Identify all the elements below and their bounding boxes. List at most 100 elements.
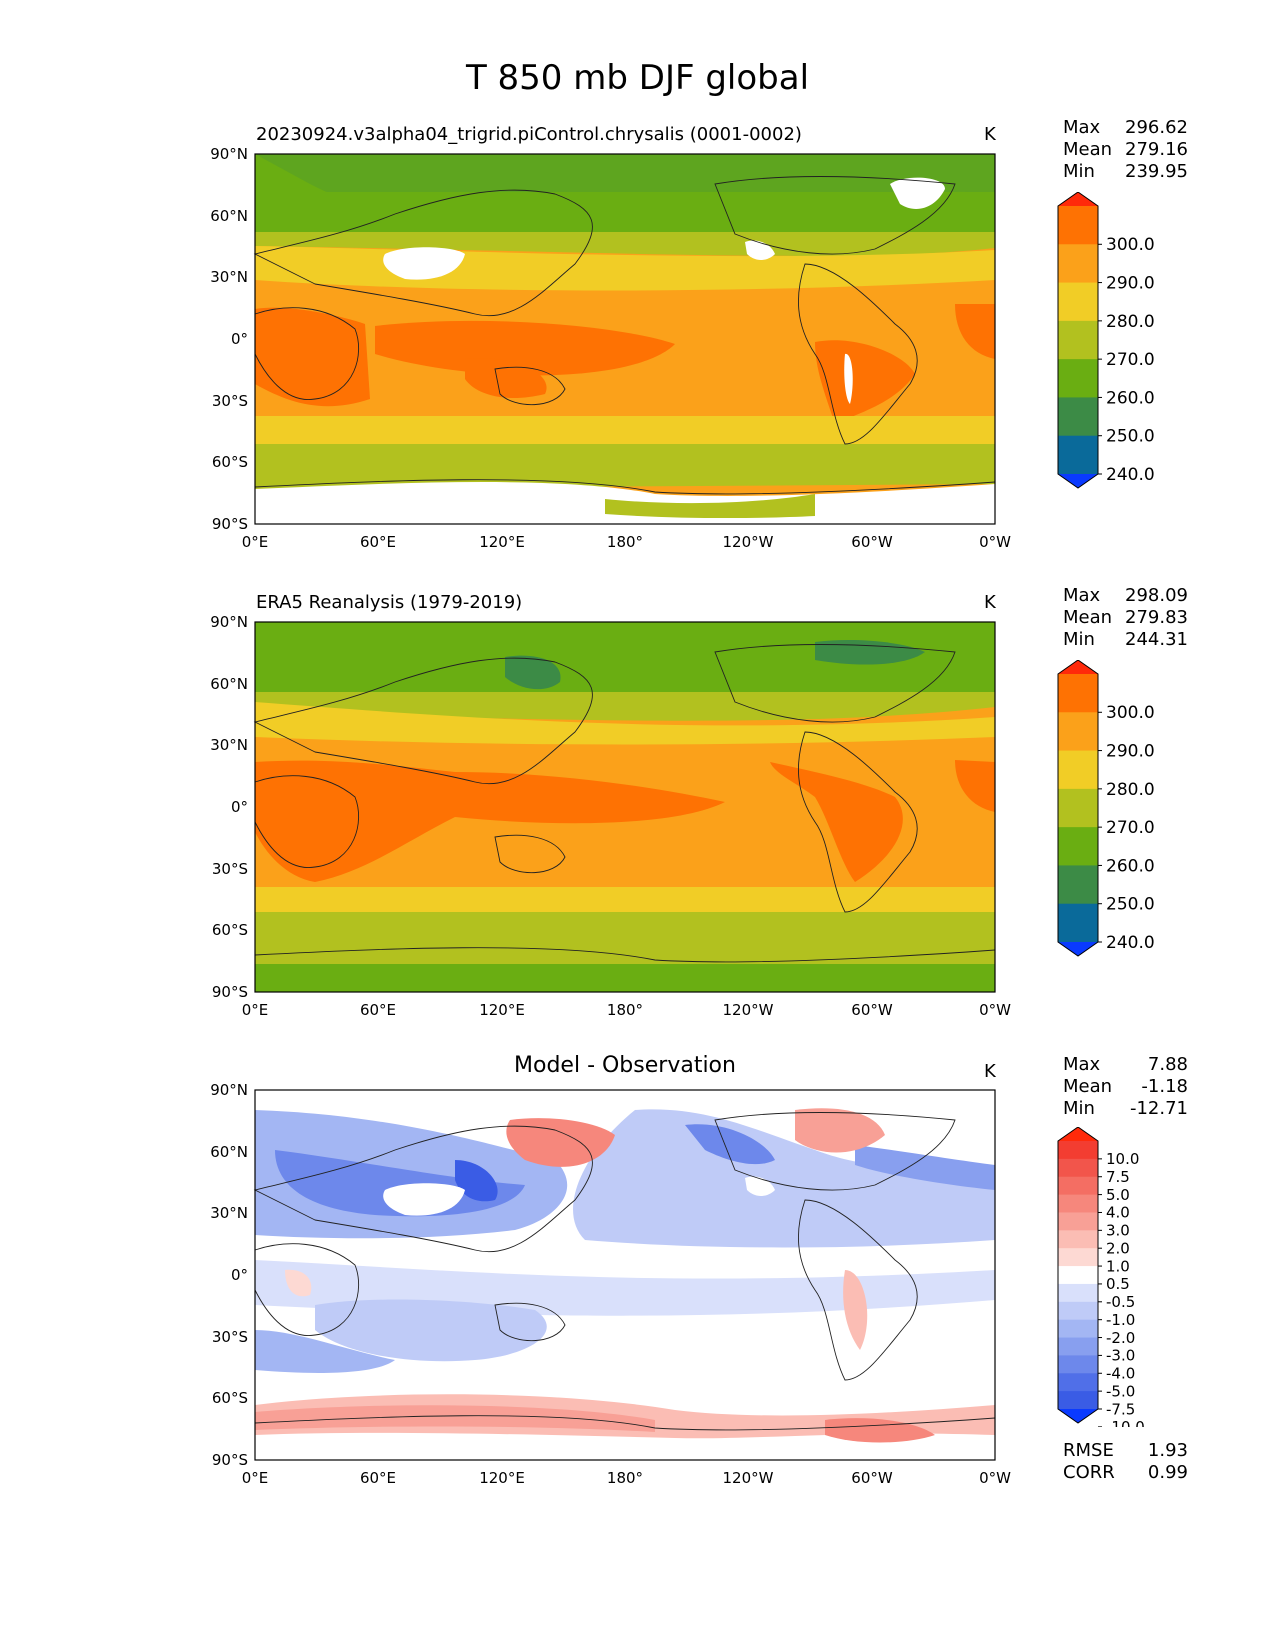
panel-1-units: K (984, 124, 996, 145)
lat-tick: 90°S (212, 515, 248, 533)
lat-tick: 30°N (210, 268, 248, 286)
lat-tick: 0° (231, 1266, 248, 1284)
lat-tick: 0° (231, 798, 248, 816)
colorbar-swatch (1058, 320, 1098, 360)
colorbar-label: 250.0 (1106, 895, 1155, 915)
colorbar-swatch (1058, 712, 1098, 752)
min-label: Min (1063, 1098, 1095, 1119)
panel-3-max: 7.88 (1147, 1054, 1188, 1075)
colorbar-label: -4.0 (1106, 1365, 1135, 1383)
lat-tick: 90°N (210, 613, 248, 631)
min-label: Min (1063, 629, 1095, 650)
max-label: Max (1063, 117, 1101, 138)
panel-2-mean: 279.83 (1125, 607, 1188, 628)
panel-1-min: 239.95 (1125, 161, 1188, 182)
panel-1-title: 20230924.v3alpha04_trigrid.piControl.chr… (256, 124, 802, 145)
lat-tick: 30°S (212, 1328, 248, 1346)
colorbar-swatch (1058, 206, 1098, 245)
colorbar-swatch (1058, 1373, 1098, 1392)
lon-tick: 120°E (479, 1469, 525, 1487)
panel-2-lat-ticks: 90°N 60°N 30°N 0° 30°S 60°S 90°S (210, 613, 248, 1001)
colorbar-swatch (1058, 1391, 1098, 1410)
colorbar-label: -2.0 (1106, 1329, 1135, 1347)
colorbar-swatch (1058, 435, 1098, 475)
colorbar-label: 250.0 (1106, 427, 1155, 447)
colorbar-label: 5.0 (1106, 1186, 1130, 1204)
lat-tick: 60°N (210, 207, 248, 225)
panel-2-lon-ticks: 0°E 60°E 120°E 180° 120°W 60°W 0°W (242, 1001, 1011, 1019)
colorbar-swatch (1058, 788, 1098, 828)
lat-tick: 90°N (210, 1081, 248, 1099)
colorbar-label: 270.0 (1106, 818, 1155, 838)
panel-3-corr: 0.99 (1147, 1462, 1188, 1483)
colorbar-label: -10.0 (1106, 1418, 1145, 1427)
colorbar-label: 300.0 (1106, 235, 1155, 255)
colorbar-swatch (1058, 1319, 1098, 1339)
lon-tick: 120°E (479, 1001, 525, 1019)
lat-tick: 30°N (210, 1204, 248, 1222)
panel-1-map: 90°N 60°N 30°N 0° 30°S 60°S 90°S 0°E 60°… (210, 145, 1011, 551)
colorbar-swatch (1058, 282, 1098, 322)
lon-tick: 180° (607, 533, 643, 551)
lon-tick: 0°E (242, 1001, 269, 1019)
mean-label: Mean (1063, 139, 1113, 160)
lon-tick: 0°W (979, 1001, 1011, 1019)
colorbar-swatch (1058, 1266, 1098, 1285)
colorbar-label: 0.5 (1106, 1275, 1130, 1293)
lat-tick: 60°S (212, 453, 248, 471)
colorbar-label: 280.0 (1106, 312, 1155, 332)
colorbar-swatch (1058, 1248, 1098, 1267)
lon-tick: 60°W (851, 1469, 893, 1487)
colorbar-swatch (1058, 359, 1098, 398)
lat-tick: 60°S (212, 1389, 248, 1407)
colorbar-label: -0.5 (1106, 1293, 1135, 1311)
lon-tick: 120°W (723, 1001, 774, 1019)
colorbar-swatch (1058, 1194, 1098, 1213)
colorbar-label: 260.0 (1106, 856, 1155, 876)
panel-2-title: ERA5 Reanalysis (1979-2019) (256, 592, 523, 613)
lat-tick: 60°S (212, 921, 248, 939)
panel-3-mean: -1.18 (1141, 1076, 1188, 1097)
colorbar-top-extension (1058, 192, 1098, 206)
rmse-label: RMSE (1063, 1440, 1114, 1461)
lon-tick: 60°E (360, 1001, 396, 1019)
lon-tick: 0°E (242, 1469, 269, 1487)
lon-tick: 60°E (360, 533, 396, 551)
colorbar-swatch (1058, 1158, 1098, 1178)
max-label: Max (1063, 585, 1101, 606)
colorbar-swatch (1058, 1301, 1098, 1321)
lat-tick: 30°S (212, 392, 248, 410)
colorbar-label: 4.0 (1106, 1204, 1130, 1222)
colorbar-label: -5.0 (1106, 1382, 1135, 1400)
colorbar-label: 2.0 (1106, 1239, 1130, 1257)
lat-tick: 60°N (210, 675, 248, 693)
colorbar-swatch (1058, 1176, 1098, 1196)
colorbar-bottom-extension (1058, 1409, 1098, 1423)
lon-tick: 60°W (851, 1001, 893, 1019)
lon-tick: 60°W (851, 533, 893, 551)
colorbar-swatch (1058, 750, 1098, 790)
lat-tick: 90°S (212, 1451, 248, 1469)
lon-tick: 180° (607, 1001, 643, 1019)
lat-tick: 0° (231, 330, 248, 348)
panel-2-min: 244.31 (1125, 629, 1188, 650)
colorbar-swatch (1058, 1230, 1098, 1249)
colorbar-label: 290.0 (1106, 274, 1155, 294)
colorbar-swatch (1058, 1141, 1098, 1160)
panel-2-max: 298.09 (1125, 585, 1188, 606)
lat-tick: 90°N (210, 145, 248, 163)
panel-3-stats: Max 7.88 Mean -1.18 Min -12.71 (1063, 1054, 1188, 1120)
panel-1-lon-ticks: 0°E 60°E 120°E 180° 120°W 60°W 0°W (242, 533, 1011, 551)
colorbar-top-extension (1058, 1127, 1098, 1141)
colorbar-label: -1.0 (1106, 1311, 1135, 1329)
colorbar-swatch (1058, 244, 1098, 284)
lon-tick: 120°E (479, 533, 525, 551)
panel-3-colorbar: 10.07.55.04.03.02.01.00.5-0.5-1.0-2.0-3.… (1057, 1127, 1145, 1427)
colorbar-bottom-extension (1058, 474, 1098, 488)
panel-1-lat-ticks: 90°N 60°N 30°N 0° 30°S 60°S 90°S (210, 145, 248, 533)
colorbar-swatch (1058, 1355, 1098, 1374)
colorbar-label: 260.0 (1106, 388, 1155, 408)
colorbar-label: 280.0 (1106, 780, 1155, 800)
